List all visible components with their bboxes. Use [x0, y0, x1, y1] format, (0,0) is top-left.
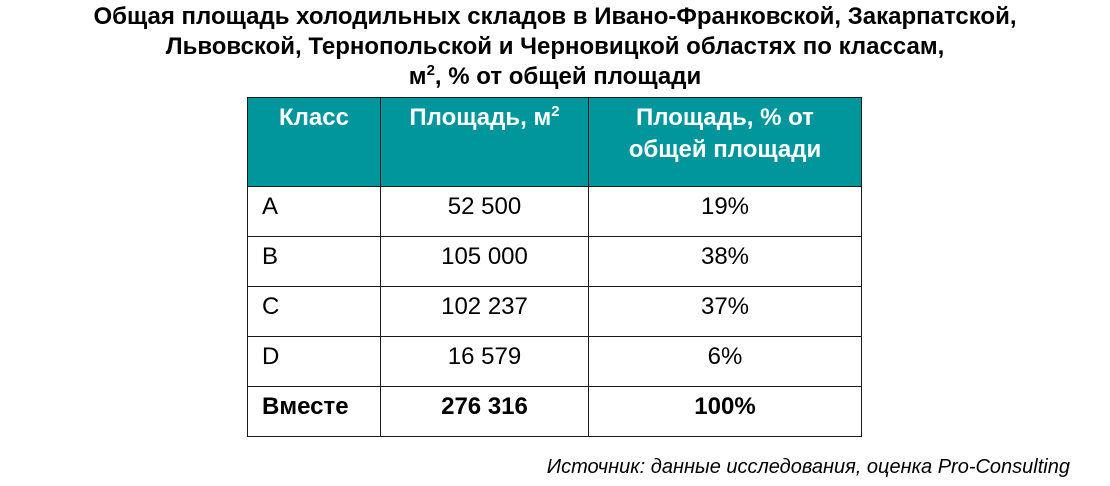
table-row: D 16 579 6%: [247, 336, 862, 387]
cell-total-share: 100%: [588, 386, 862, 437]
cell-class: B: [247, 236, 381, 287]
table-header-row: Класс Площадь, м2 Площадь, % от общей пл…: [247, 97, 862, 187]
cell-share: 38%: [588, 236, 862, 287]
title-line-3-unit: м: [408, 63, 427, 90]
table-total-row: Вместе 276 316 100%: [247, 386, 862, 437]
header-share: Площадь, % от общей площади: [588, 97, 862, 187]
table-row: A 52 500 19%: [247, 186, 862, 237]
table-row: B 105 000 38%: [247, 236, 862, 287]
cell-total-area: 276 316: [380, 386, 589, 437]
cell-total-label: Вместе: [247, 386, 381, 437]
title-line-3-rest: , % от общей площади: [434, 63, 702, 90]
cell-area: 52 500: [380, 186, 589, 237]
header-area-label: Площадь, м: [409, 104, 552, 131]
title-line-1: Общая площадь холодильных складов в Иван…: [93, 3, 1017, 30]
cell-class: A: [247, 186, 381, 237]
page-title: Общая площадь холодильных складов в Иван…: [0, 2, 1110, 92]
cell-share: 6%: [588, 336, 862, 387]
cell-class: C: [247, 286, 381, 337]
header-area: Площадь, м2: [380, 97, 589, 187]
title-line-3-superscript: 2: [426, 62, 435, 79]
source-note: Источник: данные исследования, оценка Pr…: [546, 456, 1070, 478]
cell-area: 102 237: [380, 286, 589, 337]
cell-area: 16 579: [380, 336, 589, 387]
cell-class: D: [247, 336, 381, 387]
title-line-2: Львовской, Тернопольской и Черновицкой о…: [165, 33, 945, 60]
cell-area: 105 000: [380, 236, 589, 287]
cell-share: 19%: [588, 186, 862, 237]
area-by-class-table: Класс Площадь, м2 Площадь, % от общей пл…: [247, 97, 862, 437]
header-class: Класс: [247, 97, 381, 187]
table-row: C 102 237 37%: [247, 286, 862, 337]
cell-share: 37%: [588, 286, 862, 337]
title-line-3: м2, % от общей площади: [0, 62, 1110, 92]
header-area-superscript: 2: [551, 103, 560, 120]
